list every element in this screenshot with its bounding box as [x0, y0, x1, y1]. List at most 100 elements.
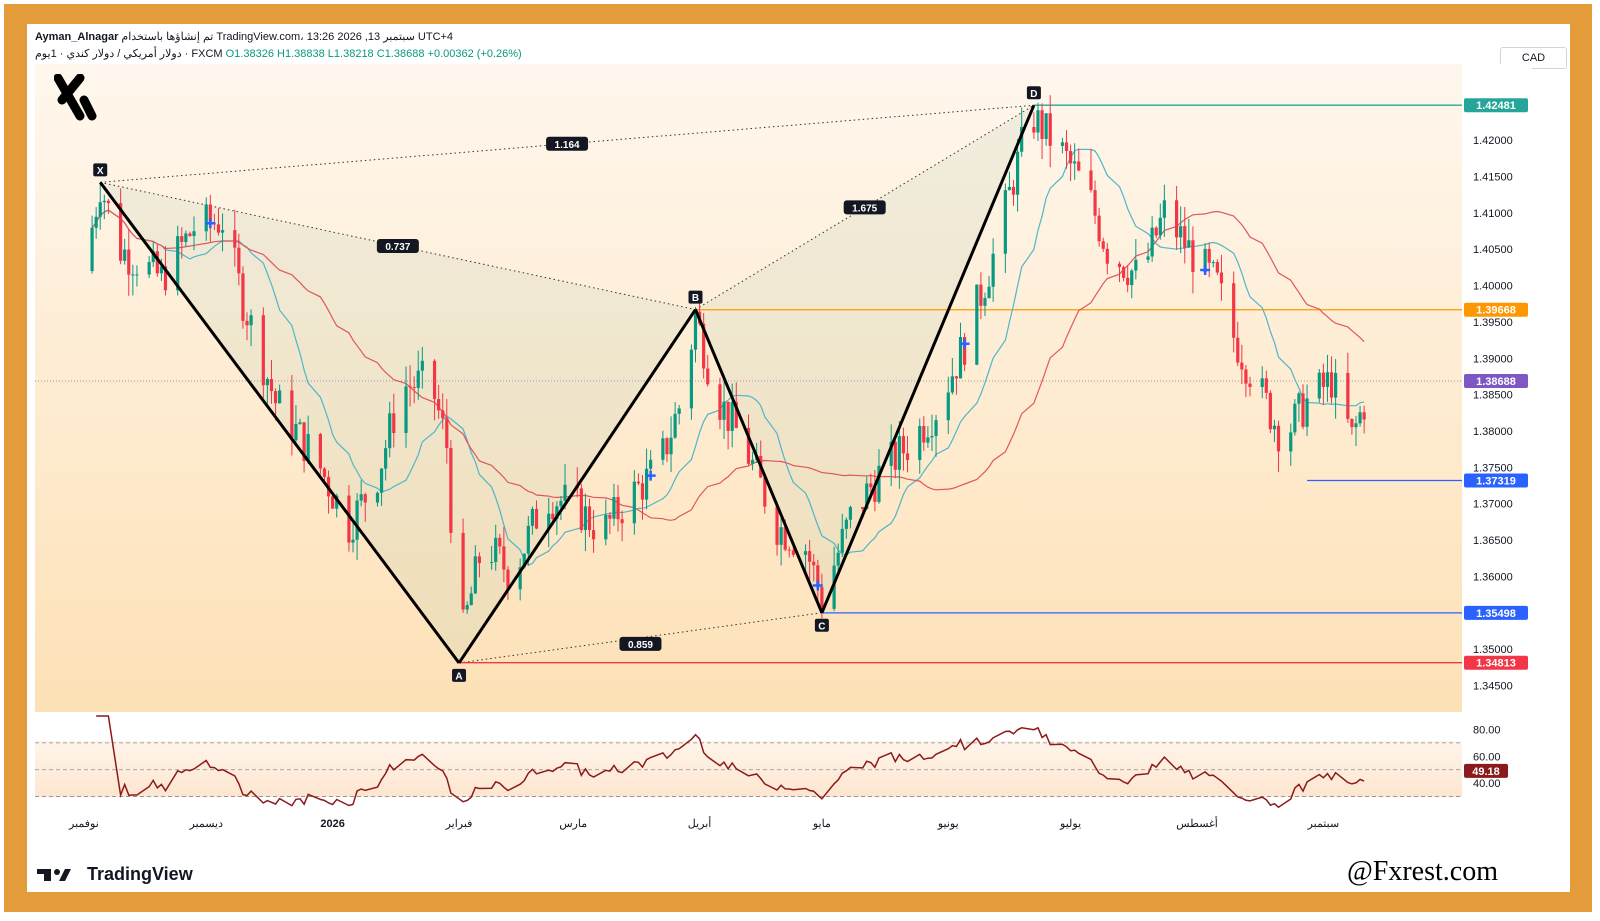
candle-body — [1350, 418, 1354, 428]
candle-body — [954, 376, 959, 379]
candle-body — [991, 253, 995, 287]
candle-body — [726, 401, 730, 431]
currency-badge[interactable]: CAD — [1500, 47, 1567, 69]
price-level-label: 1.37319 — [1476, 476, 1516, 488]
candle-body — [388, 413, 392, 449]
candle-body — [734, 402, 738, 428]
orange-frame: Ayman_Alnagar تم إنشاؤها باستخدام Tradin… — [4, 4, 1592, 912]
candle-body — [1207, 248, 1211, 263]
candle-body — [958, 337, 963, 379]
candle-body — [640, 483, 645, 500]
symbol-legend[interactable]: دولار أمريكي / دولار كندي · 1يوم · FXCM … — [35, 47, 522, 60]
candle-body — [779, 527, 783, 545]
candle-body — [1146, 256, 1150, 260]
candle-body — [1183, 226, 1187, 248]
candle-body — [1329, 372, 1334, 398]
pattern-point-label: A — [455, 671, 462, 682]
candle-body — [750, 459, 755, 464]
pattern-point-label: C — [818, 621, 825, 632]
candle-body — [432, 360, 437, 400]
slow-moving-average — [91, 209, 1365, 521]
candle-body — [102, 200, 106, 203]
price-tick-label: 1.42000 — [1473, 135, 1513, 147]
candle-body — [123, 249, 127, 261]
candle-body — [530, 508, 535, 526]
candle-body — [420, 360, 424, 371]
ratio-tag — [843, 200, 886, 215]
candle-body — [534, 508, 539, 529]
price-tick-label: 1.37500 — [1473, 462, 1513, 474]
signal-cross-marker — [205, 218, 216, 229]
author-name: Ayman_Alnagar — [35, 31, 119, 43]
ratio-label: 0.737 — [385, 242, 410, 253]
time-tick-label: مايو — [812, 818, 831, 830]
candle-body — [359, 494, 363, 501]
signal-cross-marker — [812, 580, 823, 591]
candle-body — [473, 556, 477, 594]
candle-body — [265, 379, 269, 386]
candle-body — [547, 513, 551, 529]
candle-body — [1240, 362, 1244, 370]
candle-body — [437, 399, 441, 411]
candle-body — [1158, 217, 1162, 236]
signal-cross-marker — [1200, 264, 1211, 275]
candle-body — [416, 370, 420, 388]
price-tick-label: 1.36500 — [1473, 535, 1513, 547]
pattern-point-tag — [452, 668, 467, 682]
price-tick-label: 1.38500 — [1473, 390, 1513, 402]
price-chart[interactable]: X A B C D 0.737 1.164 1.675 0.859 1.42481 1.39668… — [27, 24, 1570, 892]
candle-body — [1068, 151, 1073, 164]
candle-body — [583, 506, 588, 531]
low-value: L1.38218 — [327, 48, 374, 60]
candle-body — [1077, 161, 1081, 171]
change-value: +0.00362 (+0.26%) — [427, 48, 522, 60]
candle-body — [392, 413, 396, 434]
candle-body — [1219, 272, 1224, 284]
candle-body — [1036, 110, 1040, 133]
candle-body — [604, 514, 608, 540]
candle-body — [1293, 403, 1297, 433]
candle-body — [477, 556, 482, 564]
candle-body — [216, 224, 221, 233]
symbol-description[interactable]: دولار أمريكي / دولار كندي · 1يوم · FXCM — [35, 48, 223, 60]
candle-body — [1150, 227, 1154, 257]
candle-body — [893, 441, 897, 470]
time-tick-label: ديسمبر — [188, 818, 223, 830]
candle-body — [1060, 142, 1065, 146]
candle-body — [131, 274, 135, 276]
candle-body — [302, 422, 306, 461]
time-tick-label: سبتمبر — [1307, 818, 1340, 830]
candle-body — [559, 500, 563, 507]
time-tick-label: فبراير — [445, 818, 473, 830]
candle-body — [461, 532, 465, 610]
candle-body — [1236, 337, 1240, 363]
price-tick-label: 1.37000 — [1473, 499, 1513, 511]
candle-body — [730, 402, 734, 431]
candle-body — [184, 233, 188, 243]
price-level-tag — [1464, 373, 1528, 388]
candle-body — [94, 216, 98, 228]
rsi-tick-label: 40.00 — [1473, 778, 1501, 790]
rsi-tick-label: 80.00 — [1473, 724, 1501, 736]
candle-body — [661, 438, 665, 460]
candle-body — [612, 497, 616, 519]
candle-body — [375, 492, 380, 503]
candle-body — [905, 453, 910, 460]
candle-body — [1215, 262, 1219, 273]
candle-body — [1232, 283, 1236, 338]
candle-body — [1117, 263, 1122, 268]
pattern-point-tag — [814, 618, 829, 632]
candle-body — [522, 553, 526, 568]
candle-body — [298, 422, 302, 424]
candle-body — [644, 468, 649, 500]
candle-body — [840, 528, 844, 553]
rsi-current-tag — [1464, 763, 1508, 778]
candle-body — [934, 420, 938, 437]
candle-body — [351, 539, 355, 543]
candle-body — [689, 349, 694, 409]
candle-body — [1362, 412, 1366, 420]
candle-body — [1289, 432, 1293, 452]
ratio-label: 0.859 — [628, 640, 653, 651]
price-level-label: 1.39668 — [1476, 305, 1516, 317]
pattern-leg-ab — [457, 308, 697, 664]
